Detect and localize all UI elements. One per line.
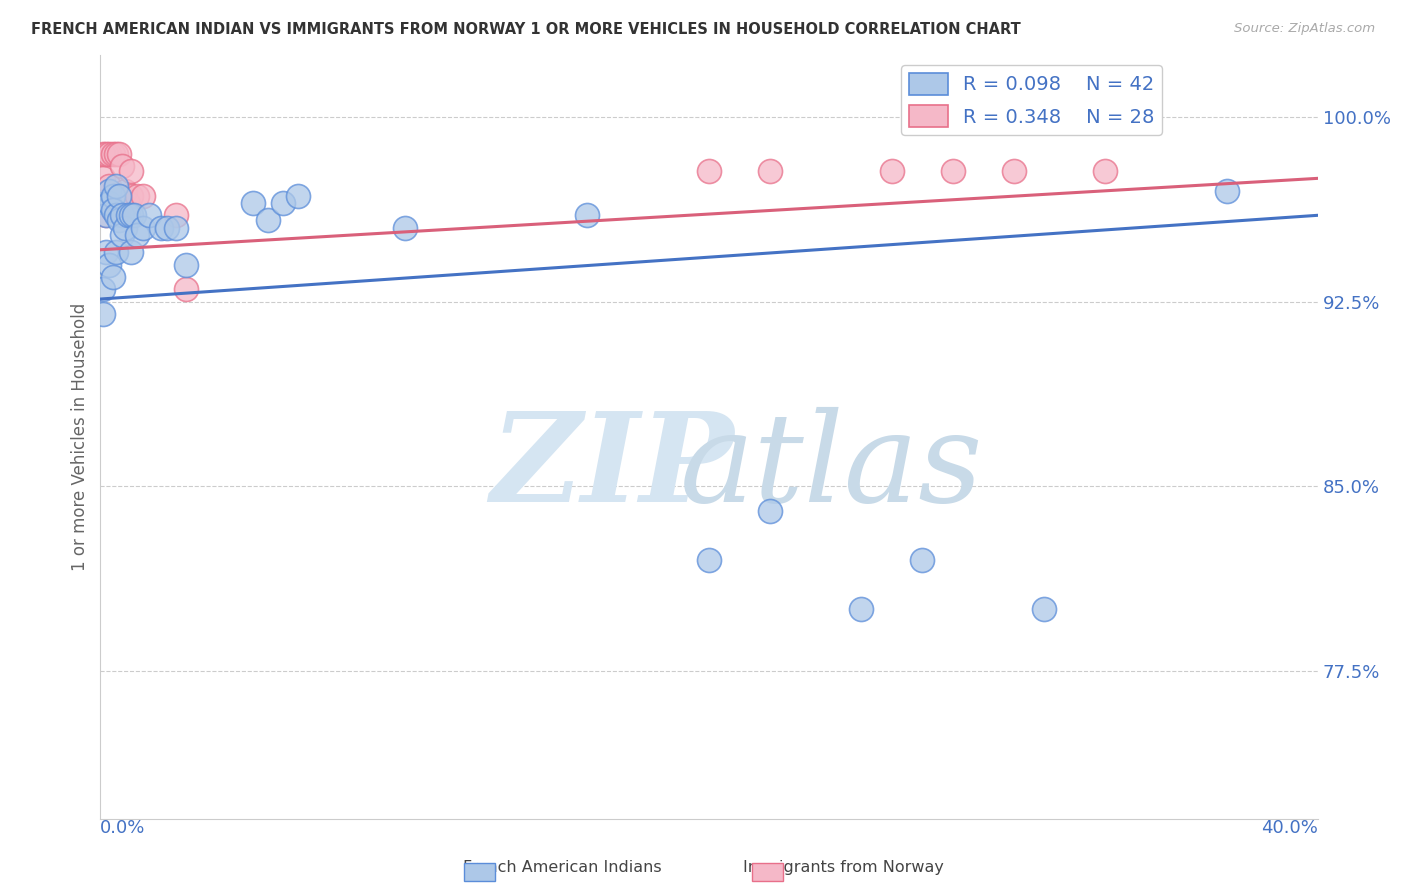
Text: Source: ZipAtlas.com: Source: ZipAtlas.com: [1234, 22, 1375, 36]
Point: [96, 208, 118, 222]
Point: [93, 171, 115, 186]
Point: [120, 164, 142, 178]
Point: [120, 208, 142, 222]
Point: [111, 196, 134, 211]
Point: [111, 227, 134, 242]
Text: FRENCH AMERICAN INDIAN VS IMMIGRANTS FROM NORWAY 1 OR MORE VEHICLES IN HOUSEHOLD: FRENCH AMERICAN INDIAN VS IMMIGRANTS FRO…: [31, 22, 1021, 37]
Point: [96, 196, 118, 211]
Point: [101, 269, 124, 284]
Point: [96, 208, 118, 222]
Point: [96, 146, 118, 161]
Point: [132, 220, 155, 235]
Point: [120, 188, 142, 202]
Point: [98, 146, 121, 161]
Point: [242, 196, 264, 211]
Text: 40.0%: 40.0%: [1261, 819, 1319, 837]
Point: [125, 227, 148, 242]
Point: [271, 196, 294, 211]
Point: [114, 220, 136, 235]
Point: [107, 146, 129, 161]
Point: [122, 208, 145, 222]
Point: [287, 188, 309, 202]
Point: [93, 146, 115, 161]
Point: [98, 184, 121, 198]
Text: Immigrants from Norway: Immigrants from Norway: [744, 861, 943, 875]
Point: [101, 203, 124, 218]
Point: [96, 245, 118, 260]
Point: [759, 164, 782, 178]
Point: [101, 203, 124, 218]
Y-axis label: 1 or more Vehicles in Household: 1 or more Vehicles in Household: [72, 303, 89, 571]
Point: [98, 258, 121, 272]
Point: [125, 188, 148, 202]
Point: [697, 553, 720, 567]
Point: [150, 220, 173, 235]
Point: [911, 553, 934, 567]
Text: 0.0%: 0.0%: [100, 819, 146, 837]
Point: [104, 178, 127, 193]
Point: [98, 196, 121, 211]
Point: [111, 208, 134, 222]
Point: [117, 196, 139, 211]
Text: atlas: atlas: [679, 407, 983, 528]
Point: [93, 282, 115, 296]
Point: [107, 213, 129, 227]
Point: [104, 208, 127, 222]
Point: [166, 220, 188, 235]
Point: [1216, 184, 1239, 198]
Point: [104, 203, 127, 218]
Point: [114, 184, 136, 198]
Point: [174, 282, 197, 296]
Point: [107, 188, 129, 202]
Point: [101, 188, 124, 202]
Point: [942, 164, 965, 178]
Point: [394, 220, 416, 235]
Point: [1002, 164, 1025, 178]
Point: [132, 188, 155, 202]
Point: [101, 146, 124, 161]
Point: [1094, 164, 1116, 178]
Point: [576, 208, 599, 222]
Point: [104, 245, 127, 260]
Point: [98, 178, 121, 193]
Point: [1033, 602, 1056, 616]
Point: [120, 245, 142, 260]
Point: [851, 602, 873, 616]
Point: [156, 220, 179, 235]
Point: [256, 213, 278, 227]
Point: [759, 504, 782, 518]
Point: [111, 159, 134, 173]
Point: [697, 164, 720, 178]
Point: [174, 258, 197, 272]
Point: [117, 208, 139, 222]
Point: [104, 146, 127, 161]
Point: [880, 164, 903, 178]
Text: ZIP: ZIP: [489, 407, 734, 528]
Point: [107, 188, 129, 202]
Point: [93, 307, 115, 321]
Text: French American Indians: French American Indians: [463, 861, 662, 875]
Point: [138, 208, 160, 222]
Legend: R = 0.098    N = 42, R = 0.348    N = 28: R = 0.098 N = 42, R = 0.348 N = 28: [901, 65, 1163, 135]
Point: [166, 208, 188, 222]
